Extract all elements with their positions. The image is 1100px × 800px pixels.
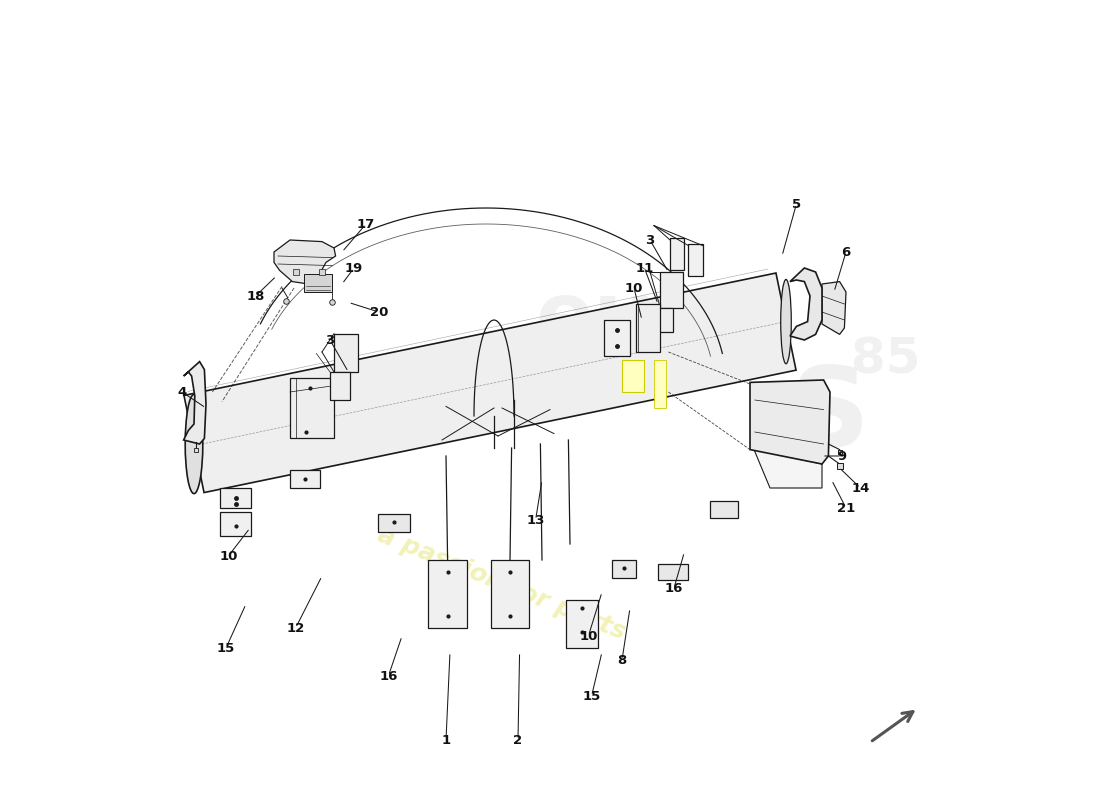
Text: 21: 21 xyxy=(837,502,855,514)
Text: 10: 10 xyxy=(580,630,597,642)
Text: S: S xyxy=(790,362,870,470)
Bar xyxy=(304,274,331,292)
Text: 16: 16 xyxy=(664,582,683,594)
Bar xyxy=(621,360,645,392)
Text: 3: 3 xyxy=(646,234,654,246)
Text: 13: 13 xyxy=(527,514,544,526)
Bar xyxy=(637,304,660,352)
Bar xyxy=(428,560,466,628)
Polygon shape xyxy=(184,362,206,444)
Text: 10: 10 xyxy=(219,550,238,562)
Bar xyxy=(710,501,738,518)
Bar xyxy=(660,272,683,308)
Text: 18: 18 xyxy=(246,290,265,302)
Bar xyxy=(290,378,334,438)
Ellipse shape xyxy=(185,394,202,494)
Text: euro: euro xyxy=(536,278,757,362)
Ellipse shape xyxy=(781,279,791,364)
Bar xyxy=(654,360,666,408)
Bar xyxy=(656,308,673,332)
Text: 4: 4 xyxy=(177,386,187,398)
Text: a passion for parts: a passion for parts xyxy=(374,523,629,645)
Bar xyxy=(658,564,689,580)
Polygon shape xyxy=(790,268,822,340)
Polygon shape xyxy=(822,282,846,334)
Text: 5: 5 xyxy=(792,198,801,210)
Bar xyxy=(378,514,410,532)
Bar xyxy=(604,320,630,356)
Text: 20: 20 xyxy=(370,306,388,318)
Bar xyxy=(220,512,251,536)
Text: 17: 17 xyxy=(356,218,375,230)
Bar xyxy=(220,488,251,508)
Text: 19: 19 xyxy=(345,262,363,274)
Bar xyxy=(670,238,684,270)
Polygon shape xyxy=(274,240,336,286)
Text: 1: 1 xyxy=(441,734,451,746)
Polygon shape xyxy=(754,450,822,488)
Polygon shape xyxy=(750,380,830,464)
Text: 14: 14 xyxy=(851,482,870,494)
Bar xyxy=(613,560,637,578)
Bar xyxy=(491,560,529,628)
Bar xyxy=(290,470,320,488)
Text: 10: 10 xyxy=(625,282,644,294)
Bar xyxy=(566,600,598,648)
Bar xyxy=(689,244,703,276)
Text: 16: 16 xyxy=(379,670,397,682)
Text: 15: 15 xyxy=(583,690,601,702)
Text: 6: 6 xyxy=(842,246,850,258)
Text: 11: 11 xyxy=(636,262,653,274)
Text: 85: 85 xyxy=(851,336,921,384)
Text: 12: 12 xyxy=(286,622,305,634)
Text: 15: 15 xyxy=(217,642,235,654)
Text: 2: 2 xyxy=(514,734,522,746)
Bar xyxy=(330,372,350,400)
Bar xyxy=(334,334,358,372)
Polygon shape xyxy=(184,273,796,493)
Text: 8: 8 xyxy=(617,654,627,666)
Text: 9: 9 xyxy=(837,450,847,462)
Text: 3: 3 xyxy=(326,334,334,346)
